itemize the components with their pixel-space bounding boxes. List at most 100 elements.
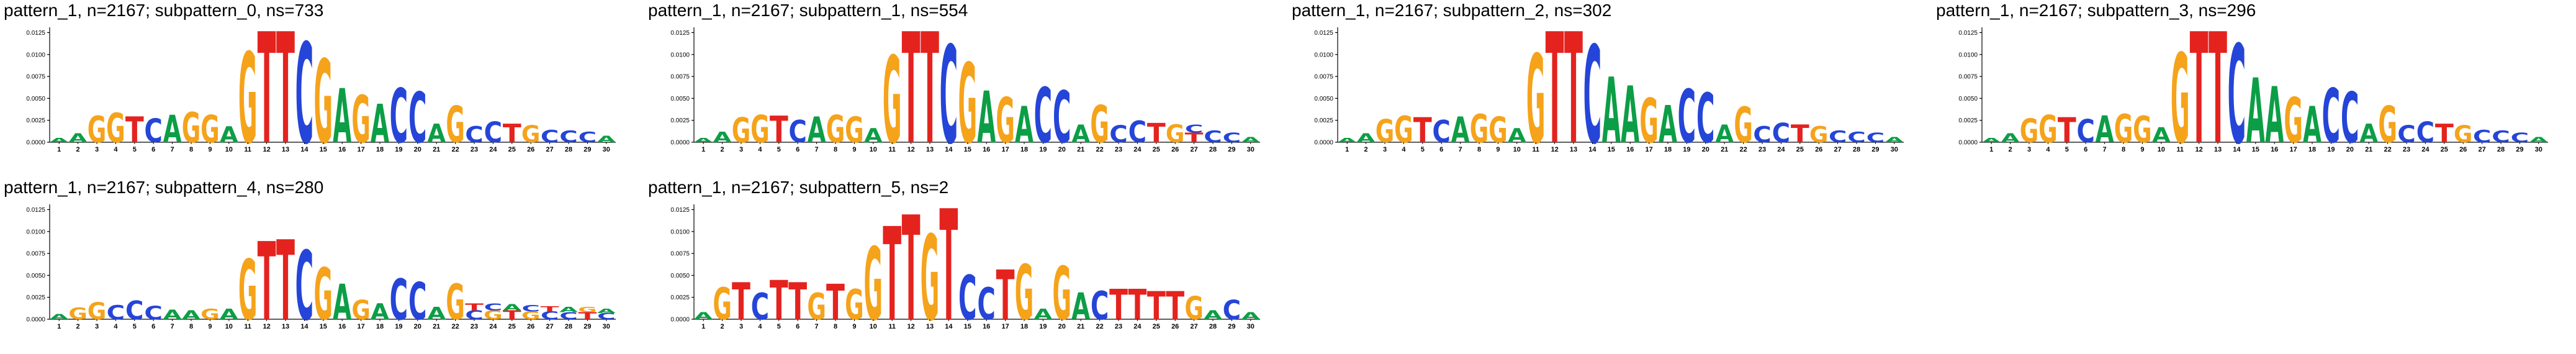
y-tick-label: 0.0025 (1314, 117, 1333, 124)
x-tick-label: 30 (2535, 146, 2542, 153)
y-tick-label: 0.0125 (670, 207, 690, 214)
logo-letter-G: G (351, 83, 371, 158)
logo-letter-G: G (2284, 84, 2303, 157)
x-tick-label: 12 (263, 146, 270, 153)
x-tick-label: 5 (777, 146, 781, 153)
x-tick-label: 16 (983, 323, 990, 330)
x-tick-label: 12 (1551, 146, 1558, 153)
x-tick-label: 1 (57, 146, 61, 153)
logo-letter-C: C (484, 302, 503, 313)
panel-title: pattern_1, n=2167; subpattern_0, ns=733 (4, 1, 324, 20)
logo-letter-G: G (1166, 120, 1185, 148)
x-tick-label: 15 (964, 146, 971, 153)
y-tick-label: 0.0125 (26, 207, 45, 214)
x-tick-label: 18 (1020, 146, 1028, 153)
logo-letter-C: C (940, 21, 958, 174)
y-tick-label: 0.0125 (26, 30, 45, 37)
logo-letter-A: A (694, 311, 713, 322)
logo-letter-T: T (1166, 283, 1184, 329)
logo-letter-A: A (597, 307, 616, 314)
x-tick-label: 10 (2158, 146, 2165, 153)
logo-letter-C: C (2341, 78, 2359, 158)
logo-letter-C: C (1583, 21, 1602, 174)
x-tick-label: 29 (1228, 146, 1235, 153)
logo-letter-A: A (503, 302, 522, 312)
x-tick-label: 18 (376, 323, 384, 330)
x-tick-label: 7 (171, 146, 174, 153)
x-tick-label: 2 (2009, 146, 2012, 153)
logo-letter-C: C (2228, 21, 2246, 174)
logo-letter-G: G (2020, 112, 2039, 150)
logo-letter-T: T (1128, 282, 1146, 330)
logo-letter-T: T (770, 109, 788, 152)
logo-letter-C: C (541, 309, 559, 322)
logo-letter-A: A (597, 134, 616, 144)
logo-letter-A: A (333, 275, 351, 331)
x-tick-label: 30 (603, 146, 610, 153)
axes-spines (693, 27, 1260, 143)
x-tick-label: 23 (471, 146, 478, 153)
logo-letter-C: C (751, 285, 770, 328)
x-tick-label: 8 (834, 323, 837, 330)
logo-letter-G: G (921, 212, 940, 348)
logo-letter-A: A (1071, 120, 1090, 148)
y-tick-label: 0.0100 (26, 229, 45, 235)
x-tick-label: 28 (1209, 323, 1217, 330)
logo-letter-C: C (465, 309, 484, 322)
x-tick-label: 1 (1345, 146, 1349, 153)
x-tick-label: 21 (1077, 323, 1084, 330)
x-tick-label: 21 (1721, 146, 1728, 153)
logo-letter-T: T (921, 21, 939, 177)
logo-letter-G: G (351, 294, 371, 325)
x-tick-label: 5 (1421, 146, 1425, 153)
x-tick-label: 3 (739, 323, 743, 330)
logo-letter-T: T (826, 274, 845, 330)
x-tick-label: 25 (508, 146, 516, 153)
logo-letter-G: G (1394, 108, 1413, 151)
logo-letter-G: G (2038, 107, 2058, 151)
logo-letter-A: A (2303, 96, 2322, 154)
x-tick-label: 21 (2365, 146, 2372, 153)
x-tick-label: 26 (1815, 146, 1822, 153)
x-tick-label: 15 (1608, 146, 1615, 153)
x-tick-label: 30 (1891, 146, 1898, 153)
logo-letter-T: T (996, 256, 1015, 336)
x-tick-label: 2 (721, 323, 724, 330)
x-axis: 1 2 3 4 5 6 7 8 9 10 11 12 13 14 15 16 17 18 19 20 21 22 23 24 2… (1345, 142, 1898, 153)
x-tick-label: 28 (565, 146, 572, 153)
logo-letter-C: C (484, 117, 503, 150)
x-tick-label: 26 (1171, 146, 1179, 153)
logo-letter-A: A (1357, 132, 1376, 145)
logo-letter-A: A (1659, 95, 1677, 155)
logo-letter-T: T (788, 272, 807, 332)
x-tick-label: 3 (95, 146, 99, 153)
x-tick-label: 25 (1153, 323, 1160, 330)
logo-letter-G: G (314, 253, 333, 336)
logo-letter-G: G (713, 279, 732, 330)
logo-panel-0: pattern_1, n=2167; subpattern_0, ns=733 0… (0, 0, 644, 177)
x-tick-label: 10 (225, 146, 233, 153)
y-tick-label: 0.0100 (670, 229, 690, 235)
x-tick-label: 14 (2233, 146, 2241, 153)
y-tick-label: 0.0000 (26, 317, 45, 324)
axes-spines (1337, 27, 1904, 143)
x-tick-label: 21 (1077, 146, 1084, 153)
logo-letter-T: T (276, 219, 295, 346)
x-tick-label: 9 (2140, 146, 2144, 153)
x-tick-label: 10 (1513, 146, 1521, 153)
logo-letter-C: C (408, 273, 427, 332)
logo-letter-C: C (977, 279, 996, 330)
x-tick-label: 15 (320, 146, 327, 153)
logo-letter-G: G (807, 285, 826, 328)
x-tick-label: 3 (739, 146, 743, 153)
x-tick-label: 17 (357, 146, 364, 153)
logo-letter-G: G (845, 281, 864, 329)
x-tick-label: 14 (300, 323, 308, 330)
x-tick-label: 27 (1190, 146, 1197, 153)
panel-title: pattern_1, n=2167; subpattern_5, ns=2 (648, 178, 949, 197)
y-tick-label: 0.0100 (670, 52, 690, 58)
logo-letter-A: A (427, 119, 446, 148)
